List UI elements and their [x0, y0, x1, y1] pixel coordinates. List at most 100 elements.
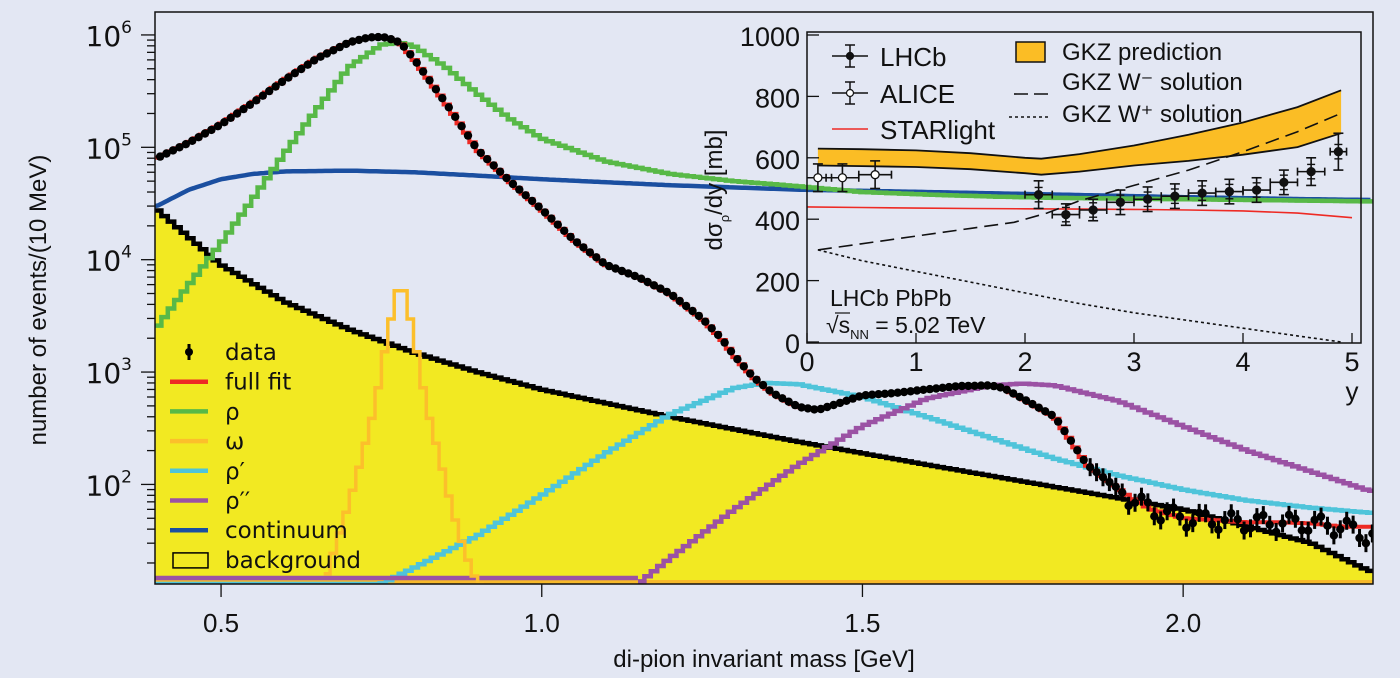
- inset-y-label-post: /dy [mb]: [701, 130, 728, 215]
- x-tick-label: 2.0: [1165, 608, 1201, 638]
- data-point: [797, 403, 806, 412]
- data-point: [284, 73, 293, 82]
- data-point: [810, 405, 819, 414]
- data-point: [1079, 455, 1088, 465]
- data-point: [232, 109, 242, 118]
- data-point: [643, 277, 652, 287]
- data-point: [758, 380, 768, 390]
- data-point: [778, 394, 787, 403]
- inset-legend-item-starlight: STARlight: [832, 115, 996, 145]
- inset-x-tick-label: 2: [1017, 347, 1032, 377]
- gkz-band-lower-edge: [817, 132, 1342, 176]
- data-point: [630, 271, 639, 281]
- data-point: [951, 382, 960, 391]
- data-point: [252, 96, 261, 105]
- data-point: [399, 42, 409, 51]
- data-point: [412, 58, 421, 67]
- data-point: [752, 375, 761, 384]
- data-point: [1009, 389, 1018, 398]
- inset-legend-label: LHCb: [880, 42, 946, 72]
- lhcb-point: [1133, 186, 1163, 213]
- data-point: [476, 148, 485, 158]
- data-point: [1073, 446, 1082, 455]
- data-point: [361, 34, 370, 43]
- baseline-band: [155, 580, 1373, 584]
- data-point: [649, 281, 659, 290]
- inset-y-tick-label: 200: [755, 268, 800, 298]
- data-point: [919, 385, 928, 394]
- legend-label: full fit: [225, 370, 291, 396]
- data-point: [380, 33, 389, 42]
- data-point: [1047, 410, 1056, 420]
- data-point: [861, 391, 870, 400]
- data-point: [662, 287, 671, 297]
- data-point: [271, 82, 280, 91]
- data-point: [867, 390, 877, 399]
- inset-y-tick-label: 400: [755, 206, 800, 236]
- data-point: [489, 161, 498, 170]
- data-point: [579, 243, 588, 252]
- data-point: [527, 196, 537, 206]
- data-point: [245, 100, 255, 110]
- data-point: [290, 69, 299, 78]
- inset-legend-item-lhcb: LHCb: [832, 42, 946, 72]
- data-point: [175, 143, 184, 152]
- data-point: [983, 381, 992, 390]
- data-point: [540, 208, 550, 217]
- data-point: [438, 94, 447, 103]
- data-point: [970, 381, 979, 390]
- main-legend: data full fit ρω ρ′ ρ′′ continuum background: [170, 340, 361, 574]
- data-point: [566, 232, 575, 242]
- data-point: [675, 296, 684, 306]
- data-point: [855, 392, 864, 401]
- data-point: [842, 396, 851, 405]
- data-point: [309, 56, 319, 65]
- data-point: [431, 85, 441, 94]
- data-point: [374, 32, 383, 42]
- data-point: [502, 173, 511, 183]
- data-point: [790, 400, 800, 410]
- gkz-prediction-band: [817, 90, 1342, 175]
- data-point: [155, 152, 165, 161]
- data-point: [1028, 399, 1037, 409]
- inset-legend-label: STARlight: [880, 115, 996, 145]
- data-point: [848, 394, 857, 403]
- data-point: [701, 317, 710, 326]
- data-point: [835, 398, 845, 408]
- data-point: [656, 284, 665, 293]
- data-point: [393, 37, 402, 46]
- data-point: [444, 103, 453, 112]
- inset-y-axis: 0 200 400 600 800 1000: [740, 22, 819, 359]
- data-point: [739, 362, 748, 371]
- annotation-line1: LHCb PbPb: [830, 285, 951, 311]
- data-point: [823, 402, 832, 412]
- annotation-s: s: [839, 312, 851, 338]
- legend-label: data: [225, 340, 277, 366]
- inset-y-axis-label: dσρ/dy [mb]: [701, 130, 732, 251]
- inset-legend: LHCb ALICE STARlight GKZ prediction GKZ W⁻ s…: [832, 39, 1243, 145]
- legend-label: continuum: [225, 518, 348, 544]
- lhcb-point: [1160, 183, 1190, 210]
- data-point: [226, 113, 235, 123]
- data-point: [829, 400, 838, 410]
- legend-item-rhopp: ρ′′: [170, 489, 250, 515]
- data-point: [592, 253, 601, 262]
- gkz-w-minus-curve: [817, 112, 1342, 251]
- data-point: [816, 404, 825, 414]
- main-x-axis-label: di-pion invariant mass [GeV]: [613, 646, 914, 673]
- inset-y-tick-label: 0: [785, 329, 800, 359]
- data-point: [1002, 385, 1011, 394]
- data-point: [560, 226, 569, 235]
- inset-y-tick-label: 800: [755, 83, 800, 113]
- data-point: [996, 383, 1005, 392]
- data-point: [598, 258, 607, 267]
- data-point: [329, 46, 338, 55]
- data-point: [669, 291, 678, 301]
- y-tick-label: 106: [86, 18, 132, 53]
- data-point: [765, 386, 774, 395]
- data-point: [784, 397, 793, 406]
- y-tick-label: 103: [86, 355, 132, 390]
- data-point: [181, 140, 190, 149]
- legend-item-omega: ω: [170, 429, 244, 455]
